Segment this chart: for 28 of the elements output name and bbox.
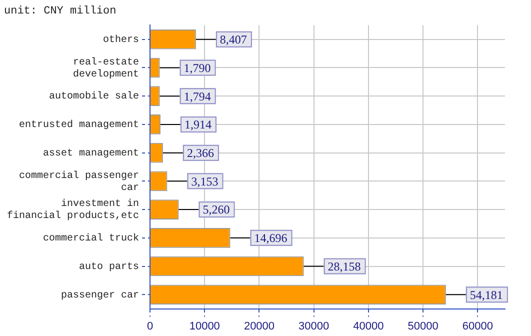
y-tick-label: automobile sale <box>49 90 140 103</box>
x-tick-label: 60000 <box>462 320 493 332</box>
y-tick-label: asset management <box>43 148 140 160</box>
data-label: 8,407 <box>220 32 247 47</box>
y-tick-label: entrusted management <box>18 119 140 132</box>
data-label: 1,914 <box>184 118 212 132</box>
y-tick-label: real-estate development <box>73 56 140 80</box>
y-tick-label: commercial passenger car <box>18 170 140 194</box>
y-tick-label: others <box>103 34 140 46</box>
x-tick-label: 40000 <box>353 320 384 332</box>
y-tick-label: passenger car <box>61 290 140 302</box>
data-label: 1,794 <box>184 89 211 104</box>
y-tick-label: investment in financial products,etc <box>6 198 140 222</box>
data-label: 14,696 <box>254 231 288 246</box>
x-tick-label: 0 <box>146 320 154 332</box>
y-tick-label: auto parts <box>79 262 140 273</box>
data-label: 54,181 <box>470 288 503 302</box>
x-tick-label: 50000 <box>408 320 438 332</box>
x-tick-label: 10000 <box>189 320 220 332</box>
x-tick-label: 20000 <box>244 320 275 332</box>
data-label: 28,158 <box>328 259 361 274</box>
x-tick-label: 30000 <box>298 320 330 332</box>
data-label: 2,366 <box>186 146 214 160</box>
y-tick-label: commercial truck <box>43 232 140 245</box>
text: unit: CNY million <box>4 6 116 18</box>
data-label: 5,260 <box>202 202 230 217</box>
data-label: 1,790 <box>184 60 211 75</box>
data-label: 3,153 <box>191 174 218 188</box>
